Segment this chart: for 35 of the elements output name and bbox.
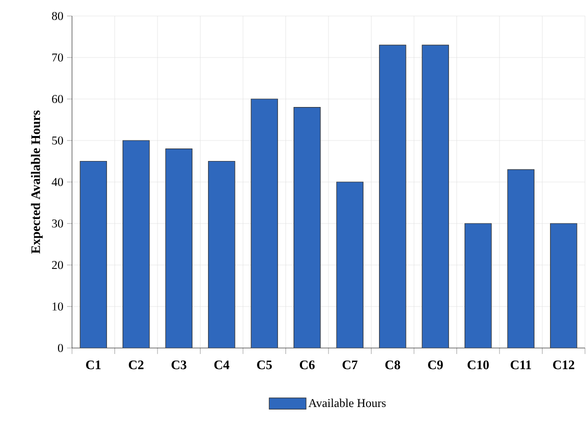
y-tick-label: 40 — [52, 178, 64, 186]
x-tick-label: C12 — [553, 360, 574, 370]
x-tick-label: C6 — [300, 360, 315, 370]
y-tick-label: 50 — [52, 136, 64, 145]
x-tick-label: C8 — [385, 360, 400, 370]
legend-label: Available Hours — [308, 398, 386, 408]
x-tick-label: C4 — [214, 360, 230, 370]
y-tick-label: 70 — [52, 53, 64, 62]
y-tick-label: 80 — [52, 12, 64, 20]
bar — [294, 107, 321, 348]
bar — [464, 223, 492, 348]
bar — [336, 182, 364, 348]
bar — [507, 169, 534, 348]
x-tick-label: C2 — [128, 360, 144, 370]
bar — [80, 160, 107, 348]
x-tick-label: C10 — [468, 360, 489, 370]
y-tick-label: 10 — [52, 302, 64, 311]
y-tick-label: 0 — [58, 344, 64, 352]
x-tick-label: C3 — [172, 360, 186, 370]
x-tick-label: C7 — [342, 360, 358, 370]
bar — [208, 160, 236, 348]
bar — [122, 140, 150, 348]
y-tick-label: 60 — [52, 94, 64, 104]
bar — [165, 148, 192, 348]
bar — [422, 44, 449, 348]
bar — [379, 44, 406, 348]
y-axis-title: Expected Available Hours — [30, 110, 43, 254]
x-tick-label: C5 — [257, 360, 272, 370]
bar — [550, 223, 578, 348]
x-tick-label: C9 — [428, 360, 443, 370]
y-tick-label: 20 — [52, 260, 64, 270]
x-tick-label: C1 — [86, 360, 101, 370]
bar — [250, 98, 278, 348]
y-tick-label: 30 — [52, 219, 64, 228]
x-tick-label: C11 — [510, 360, 532, 370]
